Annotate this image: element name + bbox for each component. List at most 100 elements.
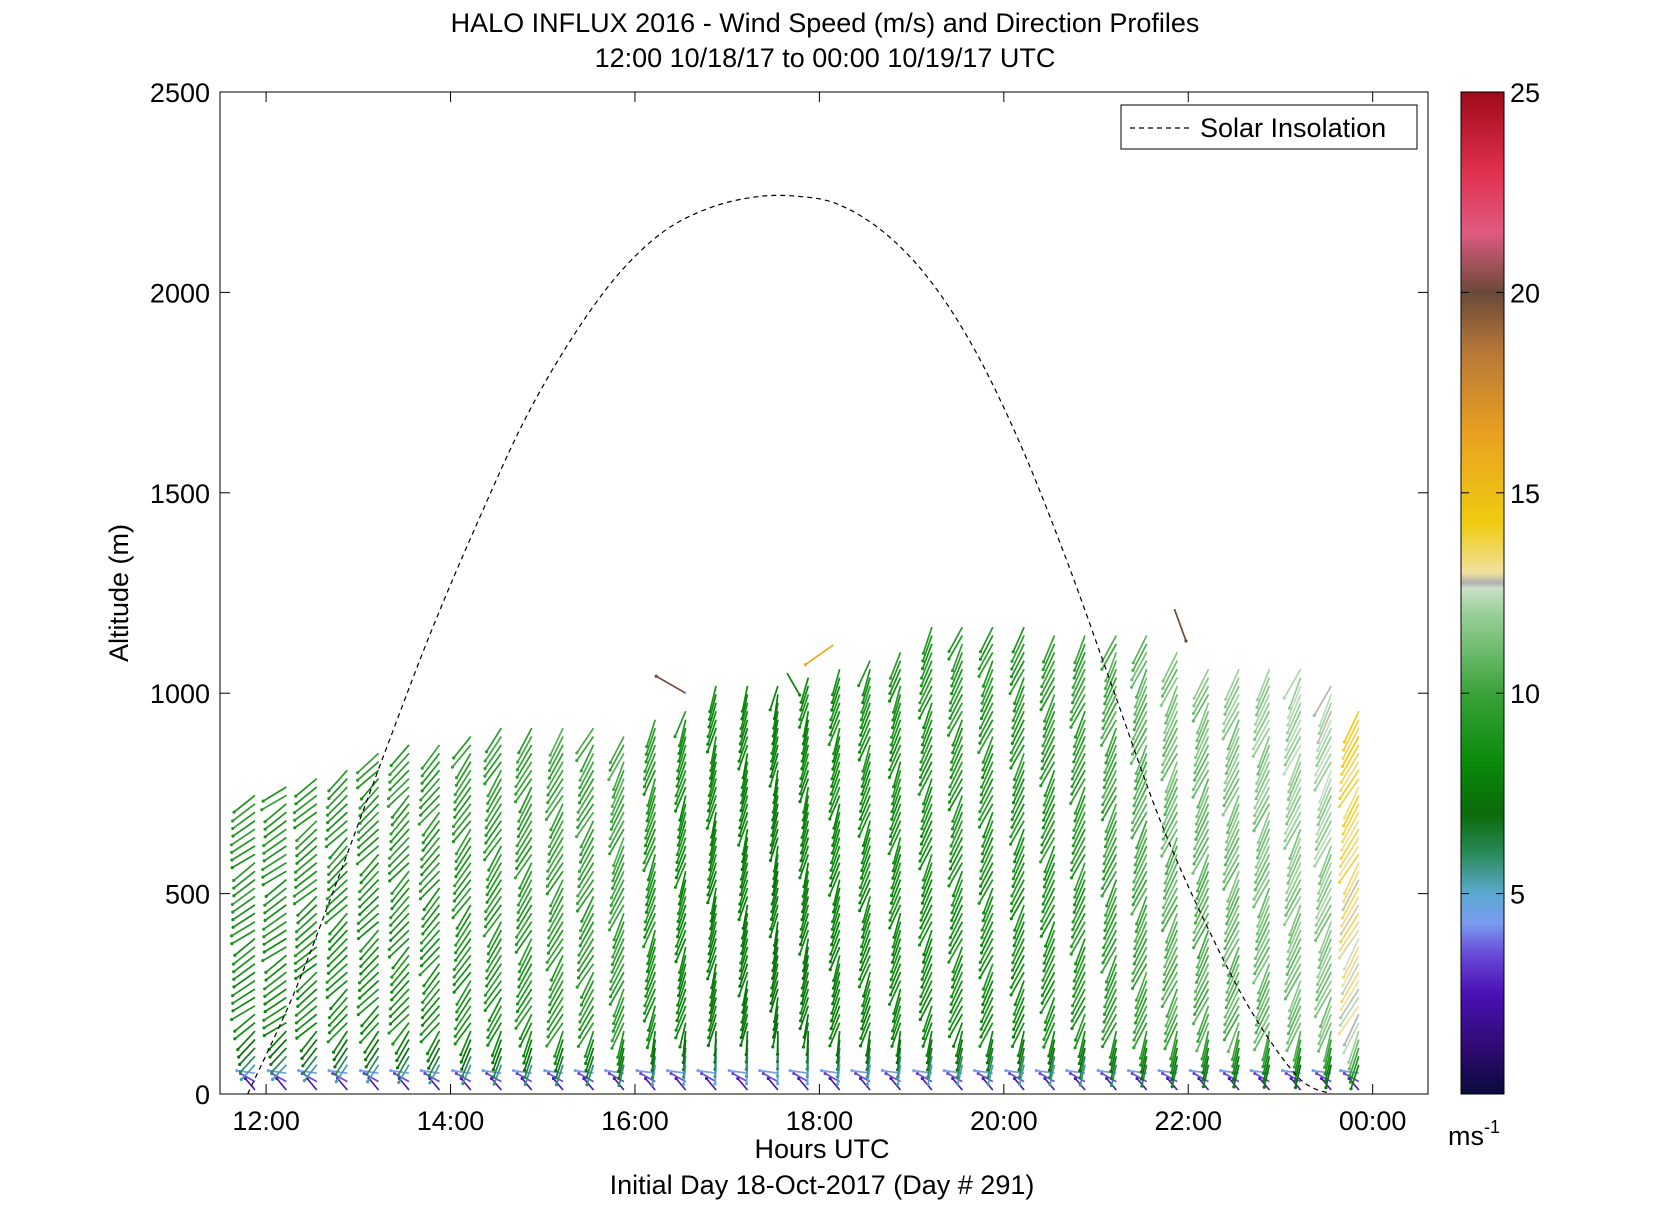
wind-vector-head <box>889 751 893 755</box>
wind-vector <box>675 1013 687 1039</box>
wind-vector-head <box>293 870 298 874</box>
wind-vector <box>608 828 625 855</box>
wind-vector-head <box>889 1076 893 1081</box>
wind-vector <box>1010 727 1025 754</box>
wind-vector-head <box>260 808 264 812</box>
wind-vector <box>859 870 871 896</box>
wind-vector <box>390 744 410 767</box>
wind-vector <box>263 1013 287 1029</box>
x-tick-label: 16:00 <box>601 1106 669 1136</box>
wind-vector <box>950 971 964 998</box>
wind-vector-head <box>454 943 458 947</box>
wind-vector <box>1195 795 1210 825</box>
wind-vector <box>1224 677 1240 708</box>
wind-vector <box>1288 997 1302 1027</box>
wind-vector <box>553 1030 564 1057</box>
wind-vector-head <box>858 817 863 821</box>
wind-vector-head <box>420 766 424 770</box>
wind-vector-head <box>577 877 581 881</box>
wind-vector-head <box>1287 1016 1291 1021</box>
wind-vector <box>866 1064 871 1085</box>
wind-vector <box>419 954 441 976</box>
wind-vector-head <box>356 921 360 926</box>
wind-vector-head <box>359 873 363 877</box>
wind-vector <box>327 954 348 974</box>
wind-vector <box>798 929 810 955</box>
wind-vector <box>986 1039 994 1063</box>
wind-vector <box>926 1056 933 1078</box>
wind-vector-head <box>1195 738 1199 743</box>
wind-vector-head <box>1131 971 1135 975</box>
wind-vector-head <box>1317 808 1321 812</box>
wind-vector <box>769 912 779 937</box>
wind-vector-head <box>523 1075 527 1079</box>
wind-vector <box>678 963 687 989</box>
wind-vector <box>358 828 380 848</box>
wind-vector <box>801 811 810 838</box>
wind-vector <box>980 997 994 1022</box>
wind-vector-head <box>678 971 682 975</box>
wind-vector-head <box>676 927 680 931</box>
wind-vector <box>1232 1056 1240 1081</box>
wind-vector <box>709 761 717 787</box>
wind-vector <box>1257 971 1271 1001</box>
wind-vector <box>1071 769 1086 795</box>
wind-vector <box>1254 938 1271 967</box>
wind-vector-head <box>706 969 710 973</box>
wind-vector-head <box>920 819 924 823</box>
wind-vector <box>1131 811 1148 839</box>
wind-vector <box>609 736 625 763</box>
wind-vector-head <box>1339 940 1343 944</box>
wind-vector <box>1044 769 1056 796</box>
wind-vector <box>548 744 564 771</box>
wind-vector <box>1318 702 1332 734</box>
wind-vector-head <box>1071 1004 1075 1008</box>
wind-vector <box>948 862 964 887</box>
wind-vector-head <box>231 834 235 838</box>
wind-vector <box>364 1039 380 1061</box>
wind-vector-head <box>1131 744 1135 749</box>
wind-vector-head <box>650 1054 654 1058</box>
wind-vector <box>1224 912 1240 942</box>
wind-vector-head <box>294 976 298 981</box>
y-tick-label: 2500 <box>150 78 210 108</box>
wind-vector <box>707 862 717 888</box>
wind-vector <box>485 963 503 987</box>
wind-vector <box>518 954 533 980</box>
wind-vector <box>334 1055 349 1075</box>
wind-vector <box>231 920 256 937</box>
wind-vector-head <box>1286 881 1290 885</box>
wind-vector <box>896 1064 902 1085</box>
wind-vector <box>360 946 380 967</box>
wind-vector <box>799 761 810 787</box>
wind-vector-head <box>1134 1013 1138 1018</box>
wind-vector-head <box>1287 790 1291 794</box>
wind-vector <box>549 980 564 1006</box>
wind-vector-head <box>860 868 864 873</box>
wind-vector <box>455 996 472 1020</box>
wind-vector <box>769 988 779 1012</box>
wind-vector-head <box>1161 679 1165 683</box>
wind-vector-head <box>889 970 894 974</box>
wind-vector <box>1341 744 1360 775</box>
wind-vector-head <box>1201 1071 1205 1075</box>
wind-vector-head <box>1132 728 1136 732</box>
wind-vector <box>858 954 871 980</box>
wind-vector-head <box>294 1021 299 1025</box>
wind-vector <box>392 1022 410 1045</box>
wind-profile <box>604 736 625 1091</box>
wind-vector-head <box>949 995 954 999</box>
wind-vector <box>1070 921 1086 947</box>
wind-vector-head <box>236 1047 240 1052</box>
wind-vector <box>1162 651 1178 682</box>
wind-vector-head <box>484 750 489 754</box>
wind-vector-head <box>1071 685 1075 690</box>
wind-vector-head <box>978 726 983 730</box>
wind-vector-head <box>518 886 522 890</box>
wind-vector <box>1102 685 1118 714</box>
wind-vector <box>1011 710 1025 737</box>
wind-vector <box>1040 904 1056 930</box>
wind-vector-head <box>610 962 615 967</box>
wind-vector-head <box>1285 814 1289 819</box>
wind-vector <box>1252 954 1271 984</box>
